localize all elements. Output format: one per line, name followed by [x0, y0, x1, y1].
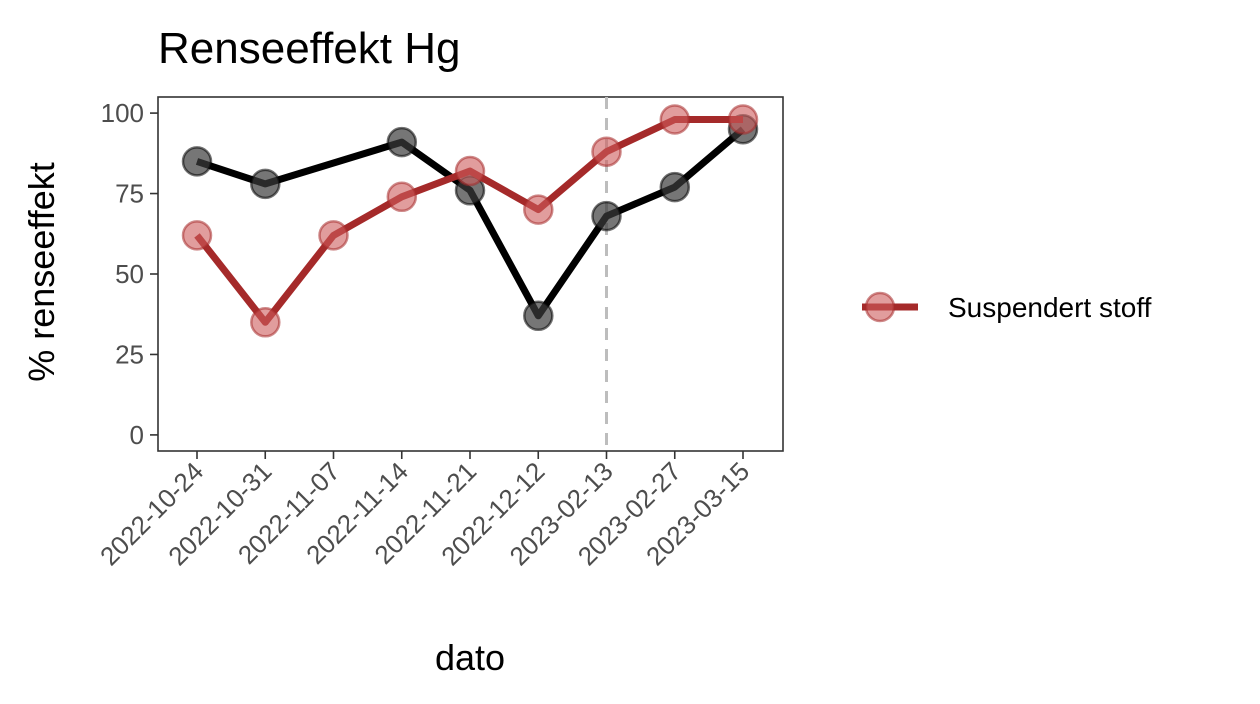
y-axis-title: % renseeffekt — [21, 162, 62, 381]
y-tick-label-0: 0 — [130, 420, 144, 450]
chart-marks — [181, 97, 759, 451]
legend: Suspendert stoff — [862, 291, 1152, 323]
x-axis: 2022-10-242022-10-312022-11-072022-11-14… — [94, 451, 755, 571]
chart-title: Renseeffekt Hg — [158, 24, 460, 73]
point-series-1-2022-11-14 — [386, 126, 418, 158]
y-axis: 0 25 50 75 100 — [101, 98, 158, 450]
point-series-1-2022-10-24 — [181, 146, 213, 177]
point-suspendert-stoff-2022-11-07 — [318, 220, 349, 251]
point-suspendert-stoff-2022-10-31 — [250, 307, 281, 338]
point-suspendert-stoff-2022-11-14 — [386, 181, 418, 213]
legend-marker-suspendert-stoff — [864, 291, 896, 323]
y-tick-label-75: 75 — [115, 179, 144, 209]
y-tick-label-50: 50 — [115, 259, 144, 289]
x-axis-title: dato — [435, 637, 505, 678]
y-tick-label-25: 25 — [115, 339, 144, 369]
point-series-1-2023-02-27 — [659, 171, 691, 203]
plot-panel — [157, 96, 784, 452]
point-series-1-2022-12-12 — [523, 300, 554, 332]
legend-label-suspendert-stoff: Suspendert stoff — [948, 292, 1152, 323]
point-suspendert-stoff-2022-11-21 — [454, 155, 486, 187]
point-suspendert-stoff-2023-02-13 — [591, 136, 622, 167]
y-tick-label-100: 100 — [101, 98, 144, 128]
point-suspendert-stoff-2022-12-12 — [523, 194, 554, 225]
point-suspendert-stoff-2023-02-27 — [659, 104, 691, 135]
point-suspendert-stoff-2022-10-24 — [181, 220, 213, 251]
point-series-1-2023-02-13 — [591, 200, 622, 232]
point-series-1-2022-10-31 — [250, 168, 281, 200]
point-suspendert-stoff-2023-03-15 — [727, 104, 759, 135]
